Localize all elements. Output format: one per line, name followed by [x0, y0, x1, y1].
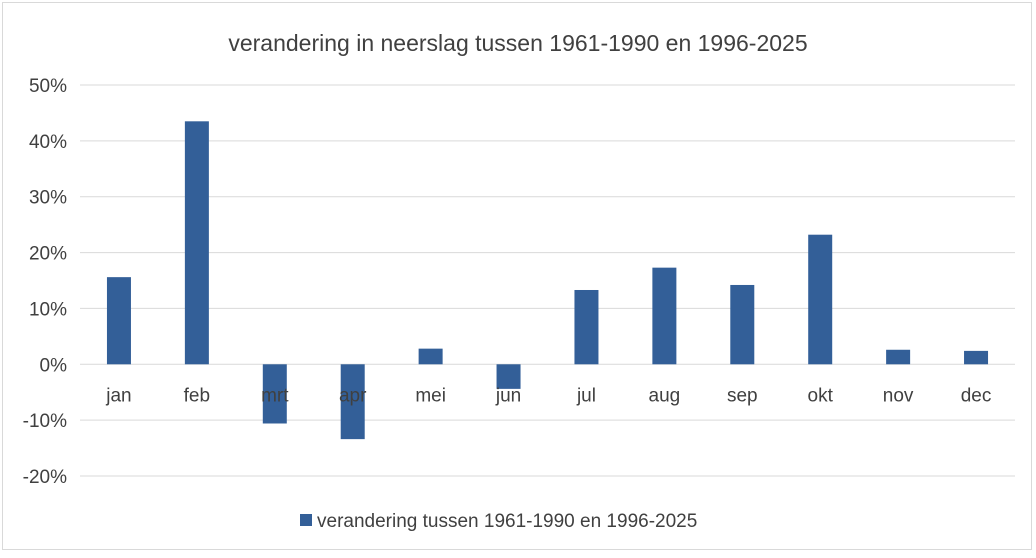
- x-tick-label-okt: okt: [808, 385, 834, 406]
- bars: [106, 121, 989, 440]
- bar-nov: [886, 349, 911, 365]
- y-tick-label: 30%: [29, 188, 67, 209]
- x-tick-label-jan: jan: [105, 385, 131, 406]
- bar-mrt: [262, 364, 287, 424]
- y-tick-label: 50%: [29, 76, 67, 97]
- x-axis-tick-labels: jan feb mrt apr mei jun jul aug sep okt nov dec: [105, 385, 991, 406]
- chart-area: verandering in neerslag tussen 1961-1990…: [2, 2, 1032, 550]
- chart-title: verandering in neerslag tussen 1961-1990…: [228, 30, 807, 56]
- y-tick-label: -20%: [23, 467, 67, 488]
- bar-aug: [652, 267, 677, 365]
- x-tick-label-jul: jul: [576, 385, 596, 406]
- x-tick-label-nov: nov: [883, 385, 914, 406]
- bar-chart: verandering in neerslag tussen 1961-1990…: [23, 30, 1015, 532]
- bar-sep: [730, 284, 755, 365]
- y-tick-label: 0%: [40, 355, 68, 376]
- x-tick-label-mrt: mrt: [261, 385, 289, 406]
- gridlines: [80, 84, 1015, 477]
- x-tick-label-feb: feb: [184, 385, 210, 406]
- bar-jun: [496, 364, 521, 389]
- bar-apr: [340, 364, 365, 440]
- legend-label: verandering tussen 1961-1990 en 1996-202…: [317, 511, 697, 532]
- bar-jan: [106, 277, 131, 365]
- y-tick-label: 40%: [29, 132, 67, 153]
- bar-feb: [184, 121, 209, 365]
- bar-mei: [418, 348, 443, 365]
- y-axis-tick-labels: -20% -10% 0% 10% 20% 30% 40% 50%: [23, 76, 67, 488]
- y-tick-label: 10%: [29, 299, 67, 320]
- y-tick-label: 20%: [29, 244, 67, 265]
- bar-dec: [964, 350, 989, 365]
- bar-okt: [808, 234, 833, 365]
- legend-swatch: [300, 514, 312, 526]
- x-tick-label-aug: aug: [649, 385, 681, 406]
- x-tick-label-apr: apr: [339, 385, 367, 406]
- x-tick-label-dec: dec: [961, 385, 992, 406]
- x-tick-label-jun: jun: [495, 385, 521, 406]
- x-tick-label-mei: mei: [415, 385, 446, 406]
- x-tick-label-sep: sep: [727, 385, 758, 406]
- legend: verandering tussen 1961-1990 en 1996-202…: [300, 511, 697, 532]
- y-tick-label: -10%: [23, 411, 67, 432]
- bar-jul: [574, 289, 599, 365]
